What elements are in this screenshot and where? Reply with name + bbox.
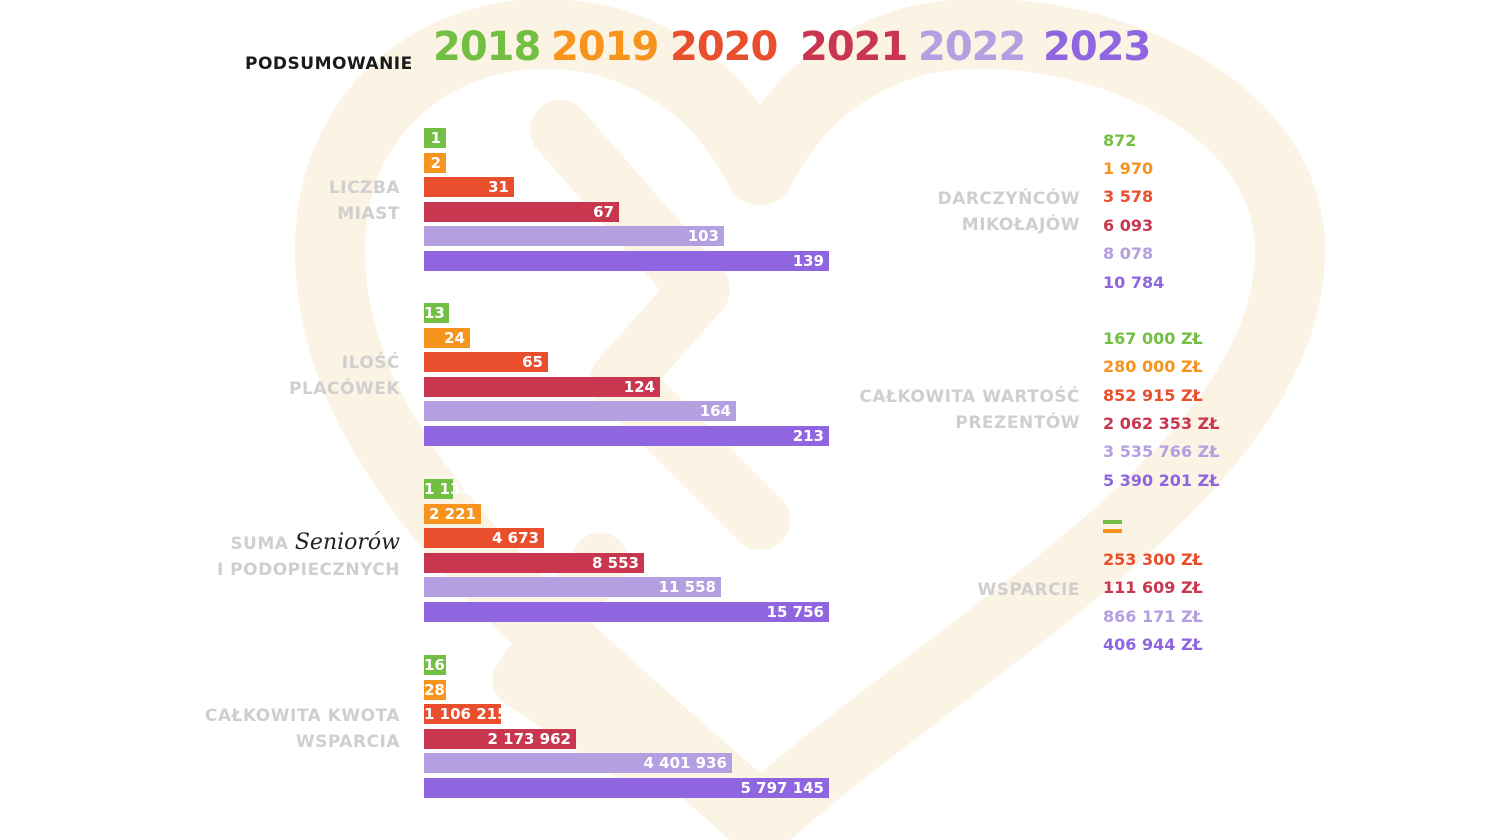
bar-1-2022: 103 (424, 226, 724, 246)
bar-value-label: 164 (699, 402, 731, 420)
stat-value-2-2022: 3 535 766 ZŁ (1103, 442, 1220, 461)
bar-3-2023: 15 756 (424, 602, 829, 622)
group-label-line: WSPARCIA (295, 732, 400, 752)
bar-3-2020: 4 673 (424, 528, 544, 548)
stat-value-1-2020: 3 578 (1103, 187, 1154, 206)
group-label-word: SUMA (230, 534, 289, 554)
stat-label-1: DARCZYŃCÓW MIKOŁAJÓW (800, 186, 1080, 238)
group-label-line: PLACÓWEK (289, 379, 400, 399)
bar-value-label: 5 797 145 (740, 779, 824, 797)
group-label-line: CAŁKOWITA KWOTA (204, 706, 400, 726)
stat-value-1-2019: 1 970 (1103, 159, 1154, 178)
bar-4-2018: 167 000 (424, 655, 492, 675)
bar-1-2020: 31 (424, 177, 514, 197)
year-label-2018: 2018 (433, 24, 541, 70)
year-label-2020: 2020 (670, 24, 778, 70)
bar-value-label: 103 (687, 227, 719, 245)
bar-value-label: 24 (444, 329, 465, 347)
bar-1-2018: 1 (424, 128, 446, 148)
bar-value-label: 213 (792, 427, 824, 445)
stat-label-2: CAŁKOWITA WARTOŚĆ PREZENTÓW (800, 384, 1080, 436)
group-label-1: LICZBA MIAST (70, 175, 400, 227)
bar-2-2020: 65 (424, 352, 548, 372)
group-label-line: SUMA Seniorów (70, 530, 400, 557)
equals-marker-2018 (1103, 520, 1122, 524)
bar-value-label: 13 (424, 304, 445, 322)
bar-4-2021: 2 173 962 (424, 729, 576, 749)
bar-1-2021: 67 (424, 202, 619, 222)
bar-value-label: 67 (593, 203, 614, 221)
stat-value-3-2023: 406 944 ZŁ (1103, 635, 1203, 654)
bar-3-2018: 1 132 (424, 479, 471, 499)
bar-value-label: 2 221 (429, 505, 476, 523)
bar-value-label: 1 132 (424, 480, 471, 498)
summary-title: PODSUMOWANIE (245, 54, 413, 74)
equals-marker-2019 (1103, 529, 1122, 533)
year-label-2023: 2023 (1043, 24, 1151, 70)
bar-value-label: 2 (430, 154, 441, 172)
bar-2-2018: 13 (424, 303, 449, 323)
bar-4-2019: 280 000 (424, 680, 492, 700)
stat-value-2-2019: 280 000 ZŁ (1103, 357, 1203, 376)
bar-value-label: 8 553 (592, 554, 639, 572)
group-label-script-word: Seniorów (294, 530, 400, 555)
year-label-2022: 2022 (918, 24, 1026, 70)
group-label-line: ILOŚĆ (341, 353, 400, 373)
bar-value-label: 1 106 215 (424, 705, 508, 723)
bar-3-2021: 8 553 (424, 553, 644, 573)
bar-value-label: 124 (623, 378, 655, 396)
stat-value-2-2023: 5 390 201 ZŁ (1103, 471, 1220, 490)
bar-value-label: 31 (488, 178, 509, 196)
group-label-line: I PODOPIECZNYCH (216, 560, 400, 580)
stat-value-2-2021: 2 062 353 ZŁ (1103, 414, 1220, 433)
year-label-2021: 2021 (800, 24, 908, 70)
bar-value-label: 167 000 (424, 656, 492, 674)
stat-value-2-2020: 852 915 ZŁ (1103, 386, 1203, 405)
group-label-2: ILOŚĆ PLACÓWEK (70, 350, 400, 402)
stat-value-1-2022: 8 078 (1103, 244, 1154, 263)
group-label-line: MIAST (337, 204, 400, 224)
bar-1-2023: 139 (424, 251, 829, 271)
year-label-2019: 2019 (551, 24, 659, 70)
stat-value-2-2018: 167 000 ZŁ (1103, 329, 1203, 348)
stat-value-3-2021: 111 609 ZŁ (1103, 578, 1203, 597)
bar-value-label: 1 (430, 129, 441, 147)
group-label-line: LICZBA (328, 178, 400, 198)
bar-1-2019: 2 (424, 153, 446, 173)
group-label-4: CAŁKOWITA KWOTA WSPARCIA (70, 703, 400, 755)
bar-4-2023: 5 797 145 (424, 778, 829, 798)
stat-value-1-2023: 10 784 (1103, 273, 1165, 292)
bar-value-label: 4 673 (492, 529, 539, 547)
stat-value-3-2020: 253 300 ZŁ (1103, 550, 1203, 569)
stat-label-line: PREZENTÓW (955, 413, 1080, 433)
bar-2-2022: 164 (424, 401, 736, 421)
bar-value-label: 280 000 (424, 681, 492, 699)
bar-3-2019: 2 221 (424, 504, 481, 524)
stat-value-3-2022: 866 171 ZŁ (1103, 607, 1203, 626)
bar-value-label: 4 401 936 (643, 754, 727, 772)
stat-value-1-2018: 872 (1103, 131, 1137, 150)
bar-value-label: 65 (522, 353, 543, 371)
bar-value-label: 2 173 962 (487, 730, 571, 748)
bar-2-2021: 124 (424, 377, 660, 397)
bar-4-2020: 1 106 215 (424, 704, 508, 724)
stat-label-line: WSPARCIE (977, 580, 1080, 600)
bar-value-label: 15 756 (766, 603, 824, 621)
bar-3-2022: 11 558 (424, 577, 721, 597)
stat-value-1-2021: 6 093 (1103, 216, 1154, 235)
bar-4-2022: 4 401 936 (424, 753, 732, 773)
bar-value-label: 11 558 (658, 578, 716, 596)
stat-label-line: DARCZYŃCÓW (937, 189, 1080, 209)
stat-label-line: MIKOŁAJÓW (961, 215, 1080, 235)
stat-label-3: WSPARCIE (800, 577, 1080, 603)
stat-label-line: CAŁKOWITA WARTOŚĆ (859, 387, 1080, 407)
bar-2-2023: 213 (424, 426, 829, 446)
bar-value-label: 139 (792, 252, 824, 270)
bar-2-2019: 24 (424, 328, 470, 348)
group-label-3: SUMA Seniorów I PODOPIECZNYCH (70, 530, 400, 583)
